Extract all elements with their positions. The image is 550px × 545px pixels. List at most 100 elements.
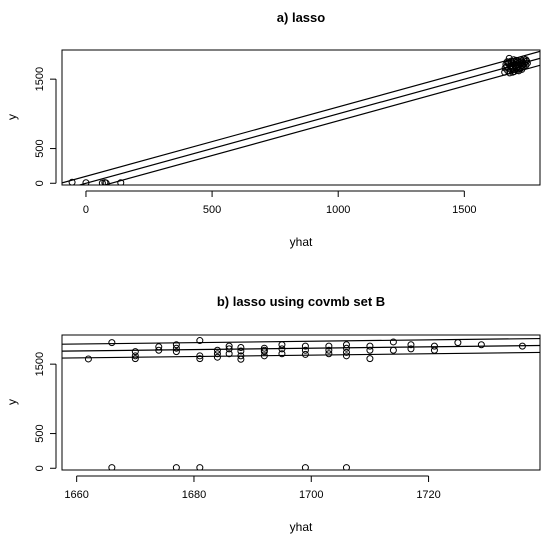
panel-b-x-axis-label: yhat bbox=[290, 520, 313, 534]
panel-b-x-tick-label: 1720 bbox=[416, 489, 440, 501]
panel-b-data-point bbox=[342, 352, 350, 360]
panel-a-data-point bbox=[117, 179, 125, 185]
panel-b-data-point bbox=[237, 343, 245, 351]
panel-a-y-tick-label: 500 bbox=[34, 139, 46, 157]
panel-b-data-point bbox=[225, 345, 233, 353]
panel-b-y-tick-label: 0 bbox=[34, 465, 46, 471]
panel-b-data-point bbox=[196, 355, 204, 363]
panel-b-plot-frame bbox=[61, 334, 541, 471]
panel-b-data-point bbox=[172, 464, 180, 470]
panel-b-data-point bbox=[213, 346, 221, 354]
panel-a-reference-lines bbox=[62, 50, 540, 185]
panel-b-data-point bbox=[155, 346, 163, 354]
panel-b-data-point bbox=[172, 341, 180, 349]
panel-b-data-point bbox=[213, 350, 221, 358]
panel-b-data-point bbox=[389, 338, 397, 346]
panel-a-reference-line bbox=[62, 50, 540, 184]
panel-a-data-point bbox=[522, 56, 530, 64]
panel-a: a) lasso 0 500 1000 1500 0 500 1500 yhat y bbox=[5, 10, 541, 249]
panel-b-y-tick-label: 1500 bbox=[34, 352, 46, 376]
panel-a-data-point bbox=[68, 178, 76, 185]
panel-b-reference-line bbox=[62, 337, 540, 345]
panel-b-reference-line bbox=[62, 344, 540, 352]
panel-a-x-tick-label: 0 bbox=[83, 204, 89, 216]
panel-a-plot-area bbox=[62, 50, 540, 185]
panel-a-data-point bbox=[512, 56, 520, 64]
panel-b-data-point bbox=[225, 342, 233, 350]
panel-a-x-axis-label: yhat bbox=[290, 235, 313, 249]
panel-b-data-point bbox=[301, 342, 309, 350]
panel-b-axes: 1660 1680 1700 1720 0 500 1500 bbox=[34, 352, 441, 501]
panel-b-data-point bbox=[196, 337, 204, 345]
panel-b-data-point bbox=[518, 342, 526, 350]
panel-a-data-point bbox=[101, 179, 109, 185]
panel-a-y-tick-label: 1500 bbox=[34, 67, 46, 91]
panel-b-data-point bbox=[301, 350, 309, 358]
panel-b: b) lasso using covmb set B 1660 1680 1700 1… bbox=[5, 294, 541, 534]
panel-a-x-tick-label: 1000 bbox=[326, 204, 350, 216]
panel-a-data-point bbox=[505, 58, 513, 66]
panel-b-data-point bbox=[278, 345, 286, 353]
panel-b-x-tick-label: 1680 bbox=[182, 489, 206, 501]
panel-b-x-tick-label: 1660 bbox=[64, 489, 88, 501]
panel-b-data-point bbox=[407, 345, 415, 353]
panel-a-y-tick-label: 0 bbox=[34, 180, 46, 186]
panel-b-data-point bbox=[454, 339, 462, 347]
panel-b-data-point bbox=[260, 352, 268, 360]
panel-b-data-point bbox=[108, 464, 116, 470]
panel-b-data-point bbox=[366, 346, 374, 354]
panel-b-x-tick-label: 1700 bbox=[299, 489, 323, 501]
panel-a-title: a) lasso bbox=[277, 10, 325, 25]
panel-b-y-tick-label: 500 bbox=[34, 424, 46, 442]
panel-b-points bbox=[84, 337, 526, 470]
panel-b-data-point bbox=[131, 355, 139, 363]
panel-b-plot-area bbox=[62, 337, 540, 470]
panel-b-data-point bbox=[325, 346, 333, 354]
panel-b-data-point bbox=[389, 346, 397, 354]
panel-a-data-point bbox=[523, 59, 531, 67]
panel-a-data-point bbox=[102, 179, 110, 185]
panel-b-data-point bbox=[260, 348, 268, 356]
panel-b-data-point bbox=[237, 352, 245, 360]
panel-b-data-point bbox=[342, 344, 350, 352]
panel-a-x-tick-label: 500 bbox=[203, 204, 221, 216]
panel-b-data-point bbox=[225, 350, 233, 358]
panel-b-data-point bbox=[108, 339, 116, 347]
panel-a-data-point bbox=[518, 65, 526, 73]
panel-b-reference-lines bbox=[62, 337, 540, 359]
panel-b-data-point bbox=[278, 350, 286, 358]
panel-b-data-point bbox=[342, 341, 350, 349]
panel-a-reference-line bbox=[102, 64, 540, 185]
panel-a-x-tick-label: 1500 bbox=[452, 204, 476, 216]
panel-a-axes: 0 500 1000 1500 0 500 1500 bbox=[34, 67, 477, 216]
panel-b-data-point bbox=[196, 464, 204, 470]
panel-b-data-point bbox=[430, 346, 438, 354]
panel-b-data-point bbox=[196, 352, 204, 360]
panel-a-data-point bbox=[98, 179, 106, 185]
panel-a-reference-line bbox=[77, 57, 540, 185]
panel-b-data-point bbox=[213, 353, 221, 361]
panel-b-data-point bbox=[366, 355, 374, 363]
panel-b-data-point bbox=[172, 344, 180, 352]
panel-b-data-point bbox=[172, 348, 180, 356]
panel-a-plot-frame bbox=[61, 49, 541, 186]
panel-b-data-point bbox=[477, 341, 485, 349]
panel-a-data-point bbox=[509, 68, 517, 76]
panel-a-data-point bbox=[82, 179, 90, 185]
panel-b-data-point bbox=[131, 352, 139, 360]
panel-a-y-axis-label: y bbox=[5, 114, 19, 120]
panel-b-data-point bbox=[342, 348, 350, 356]
panel-b-data-point bbox=[278, 341, 286, 349]
panel-b-data-point bbox=[325, 342, 333, 350]
panel-b-data-point bbox=[131, 348, 139, 356]
panel-b-reference-line bbox=[62, 351, 540, 359]
panel-b-title: b) lasso using covmb set B bbox=[217, 294, 385, 309]
panel-b-data-point bbox=[84, 355, 92, 363]
panel-b-y-axis-label: y bbox=[5, 399, 19, 405]
panel-b-data-point bbox=[260, 344, 268, 352]
panel-b-data-point bbox=[366, 342, 374, 350]
panel-b-data-point bbox=[237, 355, 245, 363]
panel-b-data-point bbox=[301, 346, 309, 354]
panel-b-data-point bbox=[342, 464, 350, 470]
